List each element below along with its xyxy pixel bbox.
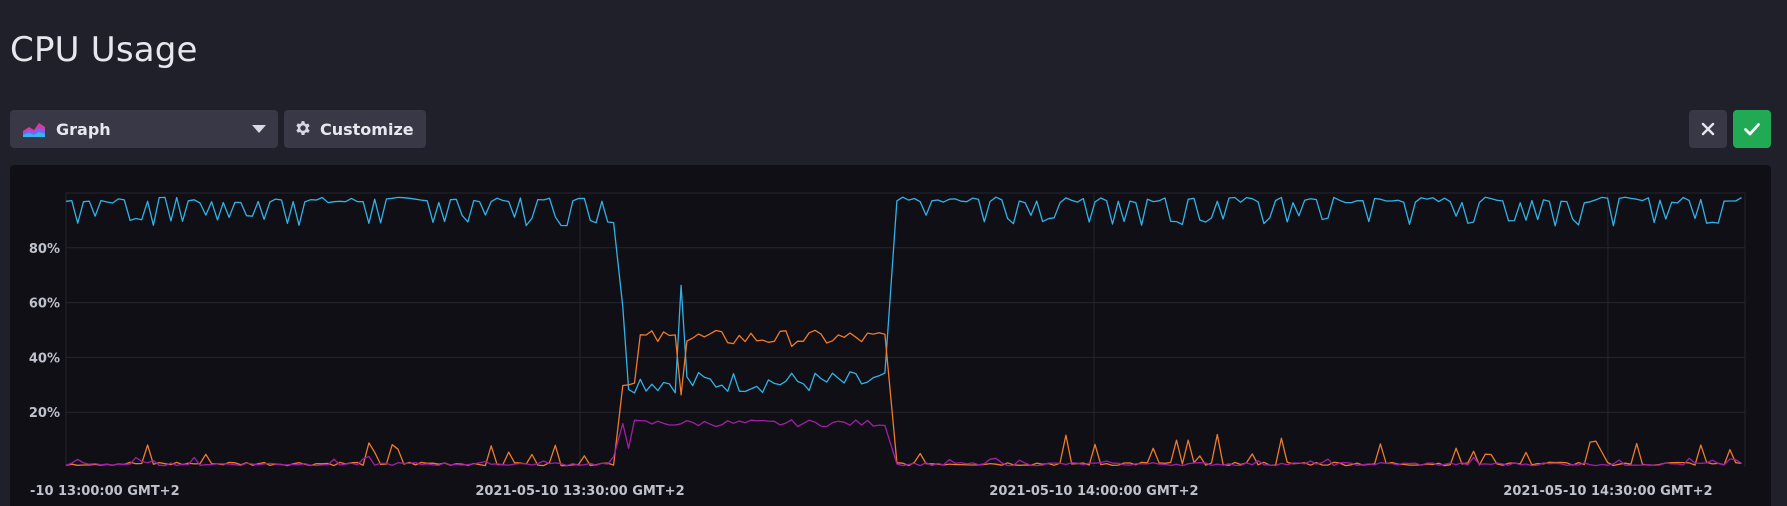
confirm-button[interactable]: [1733, 110, 1771, 148]
customize-label: Customize: [320, 119, 414, 139]
page-title: CPU Usage: [10, 30, 198, 70]
customize-button[interactable]: Customize: [284, 110, 426, 148]
x-tick-label: -10 13:00:00 GMT+2: [30, 484, 180, 499]
cancel-button[interactable]: [1689, 110, 1727, 148]
y-tick-label: 20%: [29, 406, 60, 421]
x-tick-label: 2021-05-10 13:30:00 GMT+2: [475, 484, 684, 499]
y-tick-label: 40%: [29, 351, 60, 366]
cpu-usage-chart: 20% 40% 60% 80% -10 13:00:00 GMT+2 2021-05-10…: [29, 192, 1746, 499]
check-icon: [1744, 123, 1760, 136]
view-type-dropdown[interactable]: Graph: [10, 110, 278, 148]
view-type-label: Graph: [56, 119, 111, 139]
graph-icon: [23, 123, 45, 137]
graph-panel: 20% 40% 60% 80% -10 13:00:00 GMT+2 2021-05-10…: [10, 165, 1771, 506]
edit-actions: [1689, 110, 1771, 148]
series-line-1: [65, 196, 1742, 394]
y-tick-label: 60%: [29, 297, 60, 312]
x-tick-label: 2021-05-10 14:30:00 GMT+2: [1503, 484, 1712, 499]
chevron-down-icon: [252, 125, 266, 133]
series-line-2: [65, 329, 1742, 467]
close-icon: [1701, 122, 1715, 136]
x-tick-label: 2021-05-10 14:00:00 GMT+2: [989, 484, 1198, 499]
view-toolbar: Graph Customize: [10, 110, 426, 148]
gear-icon: [296, 121, 310, 136]
series-line-3: [65, 419, 1742, 467]
y-tick-label: 80%: [29, 242, 60, 257]
